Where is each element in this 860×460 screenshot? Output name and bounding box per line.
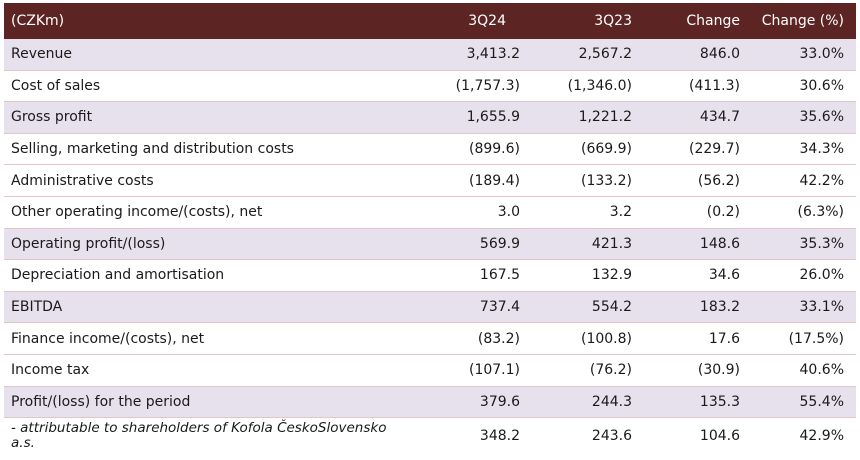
table-row: Administrative costs (189.4) (133.2) (56.2)…: [4, 165, 856, 197]
header-currency-unit: (CZKm): [11, 13, 65, 29]
cell-3q24: (107.1): [468, 362, 520, 379]
cell-change: (30.9): [697, 362, 740, 379]
cell-3q24: 569.9: [479, 235, 520, 252]
cell-change: 434.7: [699, 109, 740, 126]
cell-change-pct: 34.3%: [799, 141, 844, 158]
cell-change: (0.2): [706, 204, 740, 221]
cell-change-pct: 42.9%: [799, 428, 844, 445]
table-row: Other operating income/(costs), net 3.0 3.…: [4, 197, 856, 229]
table-row: EBITDA 737.4 554.2 183.2 33.1%: [4, 291, 856, 324]
table-row: Operating profit/(loss) 569.9 421.3 148.6 35…: [4, 228, 856, 261]
cell-change: (411.3): [688, 77, 740, 94]
table-row: - attributable to shareholders of Kofola…: [4, 418, 856, 454]
table-row: Revenue 3,413.2 2,567.2 846.0 33.0%: [4, 39, 856, 71]
cell-change: 846.0: [699, 46, 740, 63]
table-body: Revenue 3,413.2 2,567.2 846.0 33.0% Cost of s…: [4, 39, 856, 454]
header-change: Change: [686, 13, 740, 29]
cell-3q23: (76.2): [589, 362, 632, 379]
table-row: Gross profit 1,655.9 1,221.2 434.7 35.6%: [4, 102, 856, 134]
header-change-pct: Change (%): [761, 13, 844, 29]
row-label: Operating profit/(loss): [11, 235, 166, 252]
row-label: Gross profit: [11, 109, 93, 126]
row-label: Depreciation and amortisation: [11, 267, 225, 284]
cell-3q24: 1,655.9: [466, 109, 520, 126]
table-row: Finance income/(costs), net (83.2) (100.8)…: [4, 323, 856, 355]
row-label: EBITDA: [11, 299, 63, 316]
cell-change: (56.2): [697, 172, 740, 189]
cell-3q23: 421.3: [591, 235, 632, 252]
table-row: Cost of sales (1,757.3) (1,346.0) (411.3) 30…: [4, 71, 856, 103]
cell-change-pct: 33.1%: [799, 299, 844, 316]
cell-3q24: (189.4): [468, 172, 520, 189]
cell-3q24: 737.4: [479, 299, 520, 316]
cell-change: (229.7): [688, 141, 740, 158]
cell-3q23: 244.3: [591, 393, 632, 410]
cell-change-pct: 26.0%: [799, 267, 844, 284]
cell-3q23: 1,221.2: [578, 109, 632, 126]
cell-change: 17.6: [708, 330, 740, 347]
cell-change: 148.6: [699, 235, 740, 252]
row-label: Finance income/(costs), net: [11, 330, 205, 347]
cell-change-pct: (6.3%): [797, 204, 845, 221]
cell-3q23: (669.9): [580, 141, 632, 158]
cell-3q24: 167.5: [479, 267, 520, 284]
row-label: Administrative costs: [11, 172, 154, 189]
cell-3q24: 3,413.2: [466, 46, 520, 63]
cell-change-pct: 30.6%: [799, 77, 844, 94]
cell-3q24: (1,757.3): [455, 77, 520, 94]
cell-3q23: (100.8): [580, 330, 632, 347]
cell-3q24: 379.6: [479, 393, 520, 410]
header-3q23: 3Q23: [594, 13, 632, 29]
cell-change-pct: 55.4%: [799, 393, 844, 410]
cell-change-pct: 35.6%: [799, 109, 844, 126]
cell-change-pct: 40.6%: [799, 362, 844, 379]
cell-change: 135.3: [699, 393, 740, 410]
row-label: Revenue: [11, 46, 72, 63]
cell-3q23: 3.2: [609, 204, 632, 221]
cell-3q24: (83.2): [477, 330, 520, 347]
cell-3q23: 243.6: [591, 428, 632, 445]
row-label: Profit/(loss) for the period: [11, 393, 191, 410]
row-label: Other operating income/(costs), net: [11, 204, 263, 221]
header-3q24: 3Q24: [468, 13, 506, 29]
cell-change-pct: 33.0%: [799, 46, 844, 63]
row-label: Cost of sales: [11, 77, 101, 94]
cell-3q24: (899.6): [468, 141, 520, 158]
cell-change: 183.2: [699, 299, 740, 316]
cell-change-pct: 42.2%: [799, 172, 844, 189]
cell-3q23: 2,567.2: [578, 46, 632, 63]
cell-3q23: (1,346.0): [567, 77, 632, 94]
table-row: Selling, marketing and distribution cost…: [4, 134, 856, 166]
cell-3q24: 3.0: [497, 204, 520, 221]
table-row: Depreciation and amortisation 167.5 132.9 3…: [4, 260, 856, 292]
table-header-row: (CZKm) 3Q24 3Q23 Change Change (%): [4, 3, 856, 39]
cell-change-pct: (17.5%): [788, 330, 844, 347]
cell-3q24: 348.2: [479, 428, 520, 445]
cell-3q23: (133.2): [580, 172, 632, 189]
income-statement-table: (CZKm) 3Q24 3Q23 Change Change (%) Reven…: [4, 3, 856, 454]
cell-3q23: 132.9: [591, 267, 632, 284]
cell-change-pct: 35.3%: [799, 235, 844, 252]
row-label: Income tax: [11, 362, 90, 379]
table-row: Profit/(loss) for the period 379.6 244.3 13…: [4, 386, 856, 419]
table-row: Income tax (107.1) (76.2) (30.9) 40.6%: [4, 355, 856, 387]
row-label: Selling, marketing and distribution cost…: [11, 141, 294, 158]
cell-change: 34.6: [708, 267, 740, 284]
cell-change: 104.6: [699, 428, 740, 445]
cell-3q23: 554.2: [591, 299, 632, 316]
row-label: - attributable to shareholders of Kofola…: [11, 420, 387, 452]
